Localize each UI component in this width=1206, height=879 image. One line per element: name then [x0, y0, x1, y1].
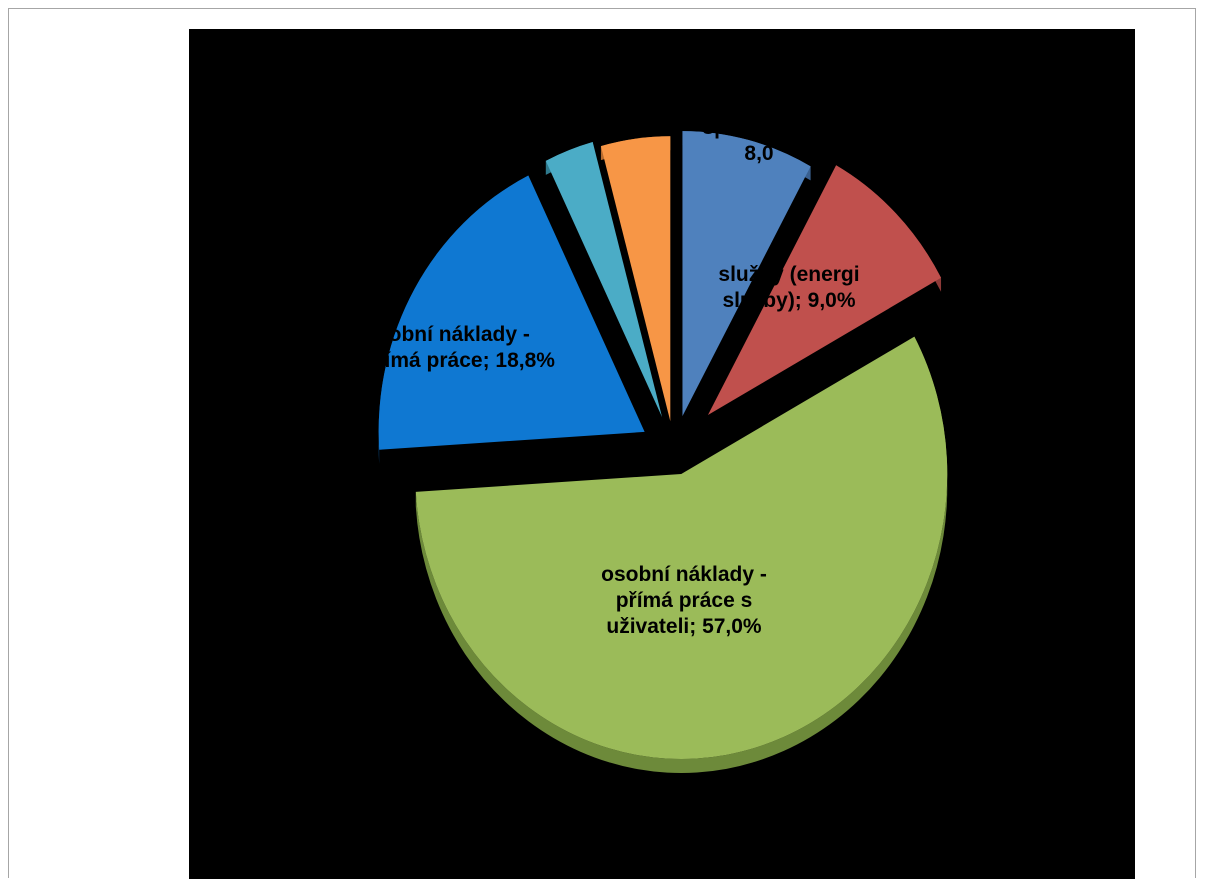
pie-slice-label-line: osobní náklady - [601, 563, 767, 586]
pie-slice-1 [707, 165, 942, 416]
pie-slice-3 [378, 175, 645, 450]
pie-slice-label-line: přímá práce s [616, 589, 753, 612]
pie-slice-label-line: nepřímá práce; 18,8% [339, 349, 555, 372]
page-frame: spotřeba m 8,0 služby (energi služby); 9,0%… [8, 8, 1196, 879]
pie-labels: spotřeba m 8,0 služby (energi služby); 9,0%… [339, 61, 860, 638]
pie-slice-label-line: služby); 9,0% [722, 289, 855, 312]
pie-slice-4 [545, 142, 663, 418]
pie-slice-5 [600, 136, 671, 422]
pie-slice-label-line: spotřeba m [702, 116, 815, 139]
pie-slices [378, 131, 948, 773]
pie-slice-label-1: služby (energi služby); 9,0% [718, 263, 859, 312]
pie-slice-label-2: osobní náklady - přímá práce s uživateli; … [601, 563, 767, 638]
pie-slice-label-line: uživateli; 57,0% [606, 615, 762, 638]
pie-slice-label-5: áklady [596, 61, 662, 84]
pie-slice-label-0: spotřeba m 8,0 [702, 116, 815, 165]
pie-chart: spotřeba m 8,0 služby (energi služby); 9,0%… [339, 61, 948, 773]
pie-slice-2 [415, 336, 948, 759]
pie-slice-0 [682, 131, 811, 417]
pie-slice-label-line: služby (energi [718, 263, 859, 286]
chart-area: spotřeba m 8,0 služby (energi služby); 9,0%… [189, 29, 1135, 879]
pie-slice-label-3: osobní náklady - nepřímá práce; 18,8% [339, 323, 555, 372]
pie-slice-label-line: 8,0 [744, 142, 773, 165]
pie-slice-label-line: osobní náklady - [364, 323, 530, 346]
pie-slice-label-line: áklady [596, 61, 662, 84]
